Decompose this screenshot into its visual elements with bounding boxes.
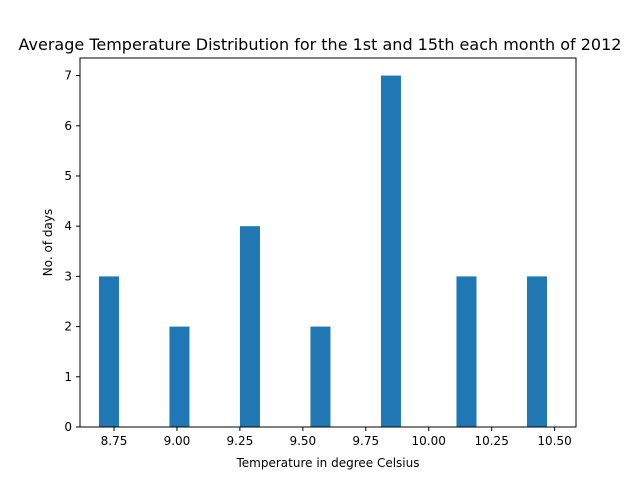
x-tick-label: 9.25 <box>227 434 254 448</box>
y-tick-label: 1 <box>64 370 72 384</box>
x-tick-label: 9.00 <box>164 434 191 448</box>
y-tick-label: 6 <box>64 119 72 133</box>
y-axis-label: No. of days <box>41 209 55 276</box>
bar-5 <box>456 276 477 427</box>
x-axis-label: Temperature in degree Celsius <box>236 456 420 470</box>
bars <box>98 75 547 428</box>
x-tick-label: 9.50 <box>289 434 316 448</box>
bar-3 <box>310 326 331 427</box>
x-tick-label: 8.75 <box>101 434 128 448</box>
x-tick-label: 10.00 <box>412 434 446 448</box>
bar-0 <box>98 276 119 427</box>
bar-1 <box>169 326 190 427</box>
y-tick-label: 3 <box>64 269 72 283</box>
bar-6 <box>526 276 547 427</box>
y-tick-label: 0 <box>64 420 72 434</box>
x-tick-label: 10.50 <box>537 434 571 448</box>
y-tick-label: 2 <box>64 320 72 334</box>
bar-2 <box>239 226 260 427</box>
x-axis-ticks: 8.75 9.00 9.25 9.50 9.75 10.00 10.25 10.50 <box>101 427 572 448</box>
y-axis-ticks: 0 1 2 3 4 5 6 7 <box>64 69 80 434</box>
x-tick-label: 10.25 <box>474 434 508 448</box>
x-tick-label: 9.75 <box>352 434 379 448</box>
chart-title: Average Temperature Distribution for the… <box>19 35 622 54</box>
y-tick-label: 4 <box>64 219 72 233</box>
plot-frame <box>79 57 577 428</box>
y-tick-label: 5 <box>64 169 72 183</box>
y-tick-label: 7 <box>64 69 72 83</box>
bar-4 <box>380 75 401 428</box>
